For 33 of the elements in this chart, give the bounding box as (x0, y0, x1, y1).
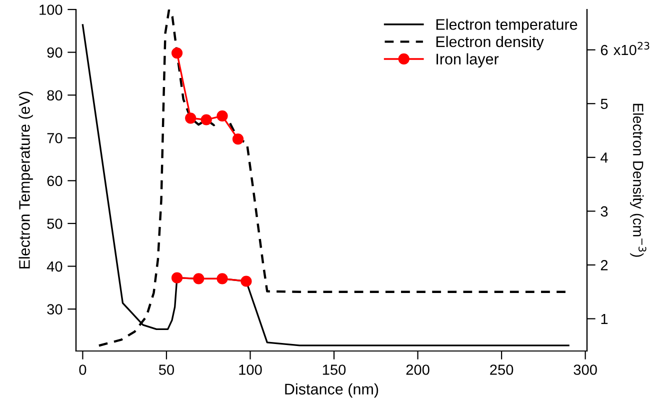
y2-tick-label: 6 (600, 44, 608, 56)
x-tick-label: 50 (158, 364, 174, 375)
x-tick-label: 100 (239, 364, 262, 375)
y2-tick-label: 3 (600, 206, 608, 217)
y2-tick-label: 1 (601, 314, 608, 324)
y-tick-label: 30 (47, 304, 62, 314)
point (216, 110, 228, 122)
x-tick-label: 250 (490, 364, 514, 375)
y-tick-label: 50 (47, 218, 62, 229)
x-tick-label: 0 (79, 364, 86, 375)
point (185, 112, 196, 124)
y2-tick-label: 5 (600, 98, 608, 110)
y2-axis-title: Electron Density (cm$^{−3}$) (630, 104, 646, 257)
y2-tick-label: 4 (600, 152, 608, 163)
text: x10$^{23}$ (614, 42, 650, 56)
y-tick-label: 70 (47, 132, 62, 144)
legend-label: Electron density (436, 36, 544, 50)
x-tick-label: 150 (322, 364, 346, 375)
y-tick-label: 40 (46, 261, 62, 272)
point (232, 134, 244, 145)
point (200, 114, 212, 126)
y-tick-label: 60 (47, 176, 62, 186)
y-tick-label: 100 (40, 4, 62, 15)
y2-tick-label: 2 (600, 260, 608, 270)
x-axis-title: Distance (nm) (285, 383, 378, 398)
y-tick-label: 80 (47, 90, 62, 101)
legend-label: Electron temperature (436, 18, 578, 33)
point (171, 48, 183, 59)
y-axis-title: Electron Temperature (eV) (18, 92, 33, 268)
x-tick-label: 200 (406, 364, 430, 375)
legend-label: Iron layer (436, 53, 499, 68)
x-tick-label: 300 (574, 364, 597, 375)
y-tick-label: 90 (47, 47, 62, 58)
